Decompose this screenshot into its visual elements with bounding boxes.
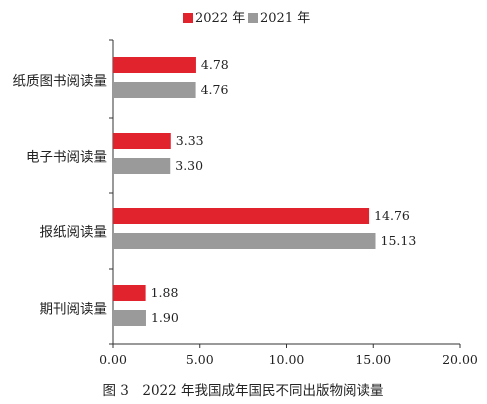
category-label: 纸质图书阅读量	[13, 74, 108, 90]
bar-value-label: 3.30	[175, 158, 203, 173]
figure-caption: 图 3 2022 年我国成年国民不同出版物阅读量	[102, 383, 383, 399]
category-label: 期刊阅读量	[40, 302, 108, 318]
bar-value-label: 4.78	[201, 57, 229, 72]
bar-series1	[113, 133, 171, 149]
legend-label-2: 2021 年	[260, 11, 310, 26]
bar-series1	[113, 285, 146, 301]
bars: 4.78 4.76 3.33 3.30 14.76 15.13 1.88 1.90	[113, 57, 416, 326]
bar-series2	[113, 82, 196, 98]
bar-series1	[113, 57, 196, 73]
category-label: 报纸阅读量	[40, 225, 108, 241]
x-tick-label: 10.00	[269, 352, 305, 367]
legend-swatch-1	[183, 13, 193, 23]
bar-value-label: 4.76	[201, 82, 229, 97]
legend: 2022 年 2021 年	[183, 11, 310, 26]
bar-value-label: 1.90	[151, 310, 179, 325]
x-tick-label: 0.00	[99, 352, 127, 367]
x-tick-label: 20.00	[442, 352, 478, 367]
bar-value-label: 15.13	[381, 233, 417, 248]
legend-swatch-2	[248, 13, 258, 23]
bar-series2	[113, 233, 376, 249]
category-label: 电子书阅读量	[26, 150, 107, 166]
bar-series2	[113, 310, 146, 326]
axis: 0.00 5.00 10.00 15.00 20.00 纸质图书阅读量电子书阅读量报纸阅读…	[13, 39, 478, 367]
bar-value-label: 14.76	[374, 208, 410, 223]
bar-value-label: 3.33	[176, 133, 204, 148]
bar-value-label: 1.88	[151, 285, 179, 300]
bar-series2	[113, 158, 171, 174]
x-tick-label: 5.00	[186, 352, 214, 367]
x-tick-label: 15.00	[355, 352, 391, 367]
legend-label-1: 2022 年	[195, 11, 245, 26]
bar-series1	[113, 208, 370, 224]
